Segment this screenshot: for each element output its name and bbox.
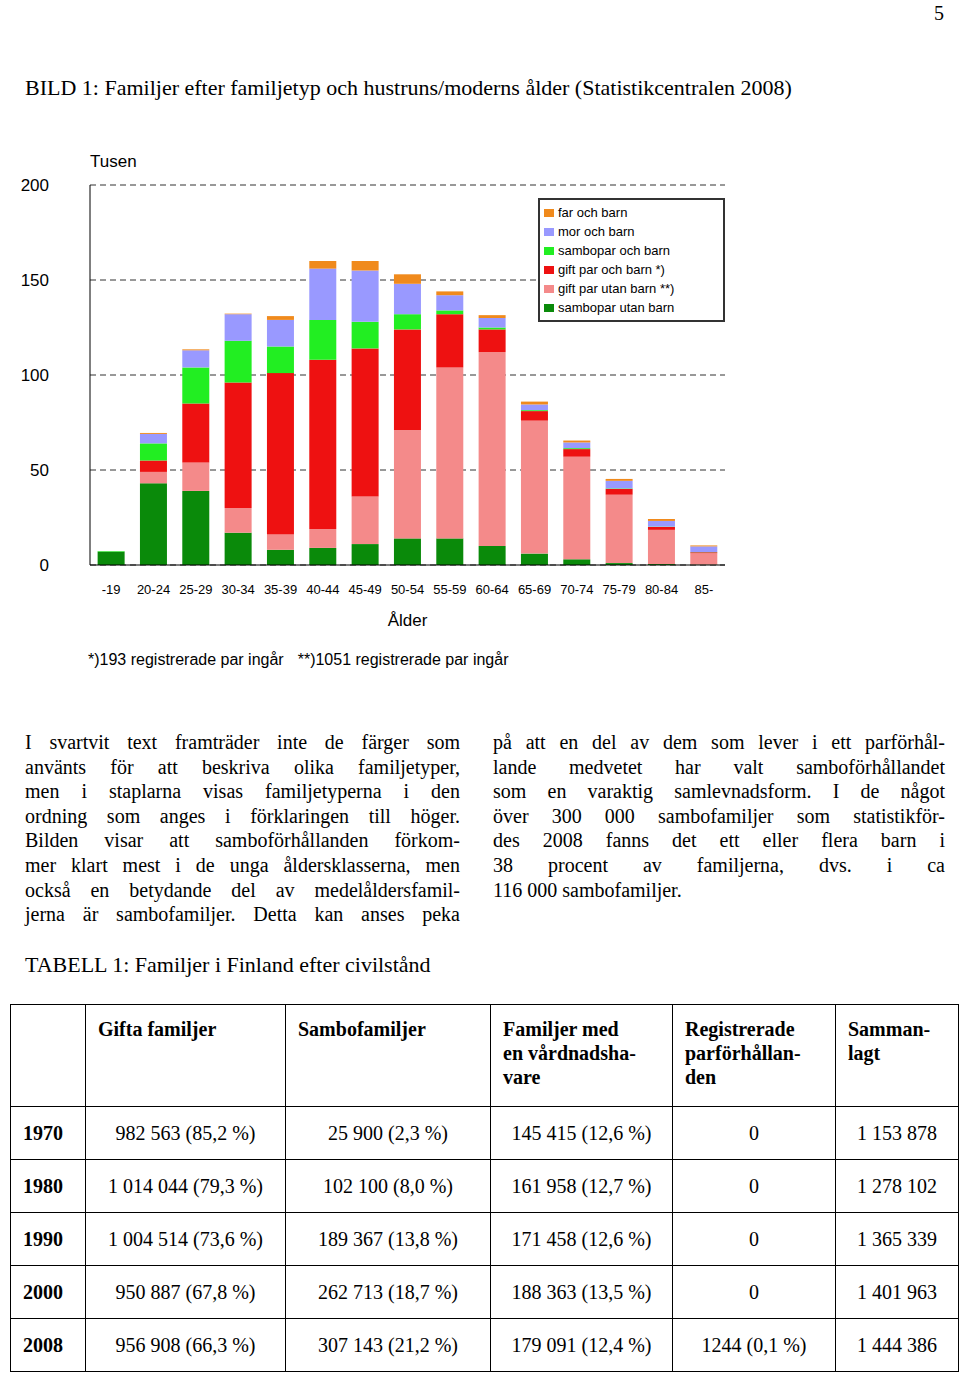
svg-text:40-44: 40-44 <box>306 582 339 597</box>
html-text:som en varaktig samlevnadsform: som en varaktig samlevnadsform. I de någ… <box>493 780 945 803</box>
svg-text:100: 100 <box>21 366 49 385</box>
svg-text:75-79: 75-79 <box>603 582 636 597</box>
svg-text:30-34: 30-34 <box>222 582 255 597</box>
html-text:1 153 878: 1 153 878 <box>857 1121 937 1144</box>
html-text:**)1051 registrerade par ingår: **)1051 registrerade par ingår <box>297 651 509 668</box>
html-text:188 363 (13,5 %): 188 363 (13,5 %) <box>511 1280 652 1303</box>
svg-text:25-29: 25-29 <box>179 582 212 597</box>
html-text:1990: 1990 <box>23 1227 63 1250</box>
svg-text:70-74: 70-74 <box>560 582 593 597</box>
html-text:1 004 514 (73,6 %): 1 004 514 (73,6 %) <box>108 1227 263 1250</box>
html-text:Bilden visar att samboförhålla: Bilden visar att samboförhållanden förko… <box>25 829 460 852</box>
html-text:en vårdnadsha-: en vårdnadsha- <box>503 1042 636 1064</box>
svg-text:80-84: 80-84 <box>645 582 678 597</box>
svg-text:60-64: 60-64 <box>476 582 509 597</box>
html-text:Tusen: Tusen <box>90 152 137 171</box>
html-text:1244 (0,1 %): 1244 (0,1 %) <box>701 1333 807 1356</box>
html-text:1 014 044 (79,3 %): 1 014 044 (79,3 %) <box>108 1174 263 1197</box>
html-text:över 300 000 sambofamiljer som: över 300 000 sambofamiljer som statistik… <box>493 804 945 827</box>
html-text:I svartvit text framträder int: I svartvit text framträder inte de färge… <box>25 731 460 753</box>
html-text:lande medvetet har valt sambof: lande medvetet har valt samboförhållande… <box>493 755 945 778</box>
svg-text:20-24: 20-24 <box>137 582 170 597</box>
html-text:ordning som anges i förklaring: ordning som anges i förklaringen till hö… <box>25 804 460 827</box>
html-text:mer klart mest i de unga ålder: mer klart mest i de unga åldersklasserna… <box>25 854 460 876</box>
html-text:Samman-: Samman- <box>848 1018 931 1040</box>
html-text:0: 0 <box>749 1227 759 1250</box>
html-text:5: 5 <box>934 2 944 24</box>
html-text:0: 0 <box>749 1174 759 1197</box>
html-text:2000: 2000 <box>23 1280 63 1303</box>
svg-text:85-: 85- <box>694 582 713 597</box>
svg-text:-19: -19 <box>102 582 121 597</box>
html-text:1980: 1980 <box>23 1174 63 1197</box>
html-text:*)193 registrerade par ingår: *)193 registrerade par ingår <box>88 651 284 668</box>
html-text:Sambofamiljer: Sambofamiljer <box>298 1018 426 1040</box>
html-text:på att en del av dem som lever: på att en del av dem som lever i ett par… <box>493 731 945 753</box>
html-text:145 415 (12,6 %): 145 415 (12,6 %) <box>511 1121 652 1144</box>
svg-text:35-39: 35-39 <box>264 582 297 597</box>
html-text:189 367 (13,8 %): 189 367 (13,8 %) <box>318 1227 458 1250</box>
html-text:des 2008 fanns det ett eller f: des 2008 fanns det ett eller flera barn … <box>493 829 945 852</box>
html-text:982 563 (85,2 %): 982 563 (85,2 %) <box>115 1121 256 1144</box>
html-text:TABELL 1: Familjer i Finland e: TABELL 1: Familjer i Finland efter civil… <box>25 952 431 977</box>
html-text:gift par utan barn **): gift par utan barn **) <box>558 281 675 296</box>
html-text:307 143 (21,2 %): 307 143 (21,2 %) <box>318 1333 458 1356</box>
html-text:också en betydande del av mede: också en betydande del av medelåldersfam… <box>25 878 460 901</box>
html-text:0: 0 <box>749 1280 759 1303</box>
html-text:gift par och barn *): gift par och barn *) <box>558 262 665 277</box>
html-text:den: den <box>685 1066 717 1088</box>
html-text:sambopar och barn: sambopar och barn <box>558 243 670 258</box>
html-text:262 713 (18,7 %): 262 713 (18,7 %) <box>318 1280 458 1303</box>
html-text:men i staplarna visas familjet: men i staplarna visas familjetyperna i d… <box>25 780 460 803</box>
html-text:179 091 (12,4 %): 179 091 (12,4 %) <box>511 1333 652 1356</box>
html-text:2008: 2008 <box>23 1333 63 1356</box>
html-text:vare: vare <box>503 1066 541 1088</box>
html-text:mor och barn: mor och barn <box>558 224 635 239</box>
svg-text:Ålder: Ålder <box>388 611 428 630</box>
html-text:1 278 102: 1 278 102 <box>857 1174 937 1197</box>
html-text:956 908 (66,3 %): 956 908 (66,3 %) <box>115 1333 256 1356</box>
html-text:161 958 (12,7 %): 161 958 (12,7 %) <box>511 1174 652 1197</box>
html-text:1970: 1970 <box>23 1121 63 1144</box>
html-text:171 458 (12,6 %): 171 458 (12,6 %) <box>511 1227 652 1250</box>
html-text:1 401 963: 1 401 963 <box>857 1280 937 1303</box>
html-text:1 365 339: 1 365 339 <box>857 1227 937 1250</box>
html-text:116 000 sambofamiljer.: 116 000 sambofamiljer. <box>493 878 682 901</box>
html-text:Gifta familjer: Gifta familjer <box>98 1018 217 1040</box>
html-text:använts för att beskriva olika: använts för att beskriva olika familjety… <box>25 755 460 778</box>
svg-text:65-69: 65-69 <box>518 582 551 597</box>
svg-text:55-59: 55-59 <box>433 582 466 597</box>
html-text:lagt: lagt <box>848 1042 881 1064</box>
svg-text:200: 200 <box>21 176 49 195</box>
html-text:950 887 (67,8 %): 950 887 (67,8 %) <box>115 1280 256 1303</box>
html-text:1 444 386: 1 444 386 <box>857 1333 937 1356</box>
html-text:far och barn: far och barn <box>558 205 628 220</box>
html-text:0: 0 <box>749 1121 759 1144</box>
html-text:sambopar utan barn: sambopar utan barn <box>558 300 675 315</box>
html-text:parförhållan-: parförhållan- <box>685 1042 801 1064</box>
svg-text:50-54: 50-54 <box>391 582 424 597</box>
svg-text:50: 50 <box>30 461 49 480</box>
html-text:Registrerade: Registrerade <box>685 1018 795 1040</box>
svg-text:150: 150 <box>21 271 49 290</box>
svg-text:0: 0 <box>40 556 49 575</box>
html-text:Familjer med: Familjer med <box>503 1018 619 1040</box>
svg-text:45-49: 45-49 <box>349 582 382 597</box>
html-text:jerna är sambofamiljer. Detta: jerna är sambofamiljer. Detta kan anses … <box>25 903 460 926</box>
html-text:102 100 (8,0 %): 102 100 (8,0 %) <box>323 1174 453 1197</box>
html-text:25 900 (2,3 %): 25 900 (2,3 %) <box>328 1121 448 1144</box>
html-text:BILD 1: Familjer efter familje: BILD 1: Familjer efter familjetyp och hu… <box>25 75 792 100</box>
html-text:38 procent av familjerna, dvs.: 38 procent av familjerna, dvs. i ca <box>493 854 945 876</box>
